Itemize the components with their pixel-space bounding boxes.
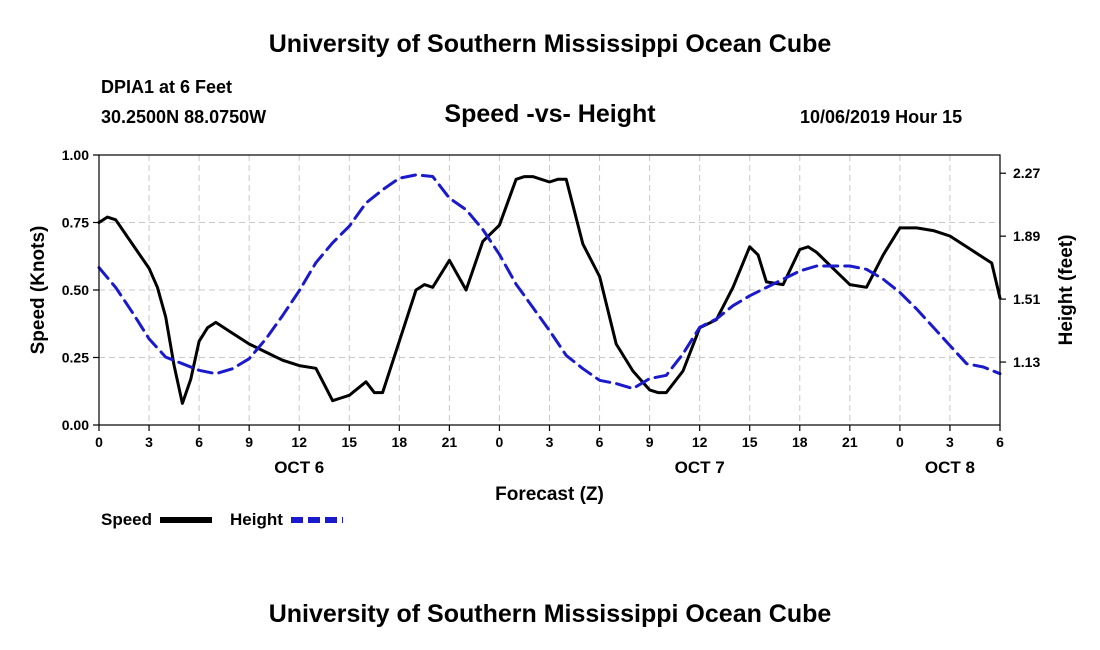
x-tick-label: 0 (496, 434, 504, 450)
x-day-label: OCT 6 (274, 458, 324, 477)
x-tick-label: 0 (896, 434, 904, 450)
x-tick-label: 3 (946, 434, 954, 450)
x-tick-label: 3 (546, 434, 554, 450)
x-tick-label: 18 (792, 434, 808, 450)
legend-speed-label: Speed (101, 510, 152, 529)
y-left-tick-label: 0.50 (62, 282, 89, 298)
page-title: University of Southern Mississippi Ocean… (268, 30, 832, 58)
speed-series-line (97, 175, 1002, 405)
y-right-tick-label: 2.27 (1013, 165, 1040, 181)
coordinates-label: 30.2500N 88.0750W (101, 107, 267, 127)
grid-lines (99, 155, 1000, 425)
legend: Speed Height (101, 510, 343, 529)
footer-title: University of Southern Mississippi Ocean… (268, 600, 832, 628)
y-axis-right-label: Height (feet) (1056, 235, 1077, 346)
x-day-label: OCT 7 (675, 458, 725, 477)
chart-title: Speed -vs- Height (444, 100, 656, 128)
x-day-label: OCT 8 (925, 458, 975, 477)
y-left-tick-label: 0.75 (62, 215, 89, 231)
x-tick-label: 12 (692, 434, 708, 450)
x-tick-label: 15 (341, 434, 357, 450)
y-axis-left-label: Speed (Knots) (28, 226, 49, 355)
x-tick-label: 0 (95, 434, 103, 450)
height-series-line (97, 173, 1002, 391)
x-tick-label: 6 (996, 434, 1004, 450)
y-left-tick-label: 1.00 (62, 147, 89, 163)
legend-height-label: Height (230, 510, 283, 529)
y-right-tick-label: 1.51 (1013, 291, 1040, 307)
station-label: DPIA1 at 6 Feet (101, 77, 233, 97)
y-right-tick-label: 1.13 (1013, 354, 1040, 370)
x-tick-label: 9 (646, 434, 654, 450)
y-left-tick-label: 0.25 (62, 350, 89, 366)
x-tick-label: 21 (442, 434, 458, 450)
forecast-date-label: 10/06/2019 Hour 15 (800, 107, 963, 127)
x-tick-label: 6 (596, 434, 604, 450)
axes: 0 3 6 9 12 15 18 21 0 3 6 9 12 15 18 21 0 3 6 OCT 6 OCT 7 OCT… (62, 147, 1041, 477)
x-axis-label: Forecast (Z) (495, 484, 604, 505)
x-tick-label: 12 (291, 434, 307, 450)
series-layer (97, 173, 1002, 405)
x-tick-label: 18 (392, 434, 408, 450)
y-right-tick-label: 1.89 (1013, 228, 1040, 244)
x-tick-label: 6 (195, 434, 203, 450)
x-tick-label: 15 (742, 434, 758, 450)
y-left-tick-label: 0.00 (62, 417, 89, 433)
x-tick-label: 3 (145, 434, 153, 450)
x-tick-label: 21 (842, 434, 858, 450)
x-tick-label: 9 (245, 434, 253, 450)
